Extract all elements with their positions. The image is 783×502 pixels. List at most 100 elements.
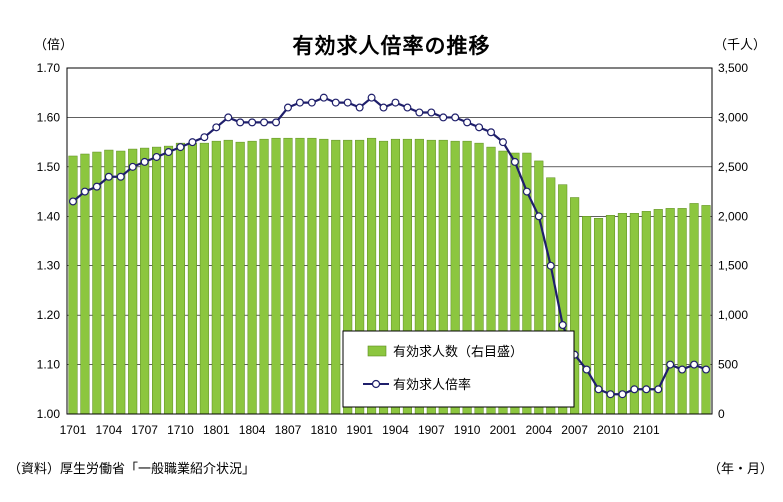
bar [223,139,233,415]
x-tick-label: 2007 [561,423,588,437]
x-tick-label: 1904 [382,423,409,437]
legend-line-label: 有効求人倍率 [393,377,471,393]
line-point [558,321,567,330]
bar [152,146,162,415]
legend-box [342,330,575,408]
bar [199,142,209,415]
line-point [272,118,281,127]
right-tick-label: 0 [718,407,725,421]
x-tick-label: 1810 [310,423,337,437]
left-tick-label: 1.60 [37,110,61,124]
line-point [690,360,699,369]
line-point [534,212,543,221]
line-point [415,108,424,117]
bar [175,142,186,415]
line-point [355,103,364,112]
bar [259,138,269,415]
line-point [379,103,388,112]
x-tick-label: 1801 [203,423,230,437]
line-point [606,390,615,399]
bar [701,205,711,415]
line-point [307,98,316,107]
left-tick-label: 1.00 [37,407,61,421]
left-tick-label: 1.70 [37,61,61,75]
line-point [451,113,460,122]
line-point [260,118,269,127]
bar [295,137,305,415]
left-tick-label: 1.30 [37,259,61,273]
left-tick-label: 1.10 [37,358,61,372]
right-tick-label: 3,500 [718,61,748,75]
bar [235,141,245,415]
x-tick-label: 1807 [275,423,302,437]
bar [163,145,174,415]
line-point [594,385,603,394]
bar [605,215,616,415]
line-point [68,197,77,206]
line-point [403,103,412,112]
right-axis-unit: （千人） [714,38,767,53]
plot-frame [66,67,713,415]
x-tick-label: 2101 [633,423,660,437]
chart-title: 有効求人倍率の推移 [292,34,491,58]
left-axis-unit: （倍） [34,38,74,53]
line-point [642,385,651,394]
legend-bar-swatch [367,345,387,357]
line-point [152,152,161,161]
line-point [510,157,519,166]
bar [629,213,639,415]
bar [211,140,221,415]
line-point [630,385,639,394]
left-tick-label: 1.40 [37,209,61,223]
line-point [367,93,376,102]
x-tick-label: 1804 [239,423,266,437]
right-tick-label: 2,000 [718,209,748,223]
bar-series [68,137,711,415]
line-point [331,98,340,107]
bar [283,137,293,415]
line-point [678,365,687,374]
x-axis-unit: （年・月） [708,462,774,477]
line-point [439,113,448,122]
bar [665,208,675,415]
bar [307,137,317,415]
right-tick-label: 2,500 [718,160,748,174]
right-axis-ticks: 3,500 3,000 2,500 2,000 1,500 1,000 500 0 [718,61,748,421]
line-point [80,187,89,196]
x-tick-label: 1701 [60,423,87,437]
bar [331,139,341,415]
bar [617,213,627,415]
x-tick-label: 1901 [346,423,373,437]
line-point [283,103,292,112]
legend-line-marker [371,379,381,389]
x-tick-label: 2010 [597,423,624,437]
line-point [319,93,328,102]
line-point [236,118,245,127]
line-point [618,390,627,399]
line-point [427,108,436,117]
line-point [200,133,209,142]
right-tick-label: 500 [718,358,738,372]
bar [116,150,126,415]
bar [128,148,138,415]
line-point [582,365,591,374]
line-point [343,98,352,107]
line-point [295,98,304,107]
line-point [128,162,137,171]
line-point [522,187,531,196]
left-tick-label: 1.50 [37,160,61,174]
legend: 有効求人数（右目盛） 有効求人倍率 [342,330,575,408]
line-point [92,182,101,191]
line-point [212,123,221,132]
x-tick-label: 1710 [167,423,194,437]
x-tick-label: 1704 [95,423,122,437]
left-axis-ticks: 1.70 1.60 1.50 1.40 1.30 1.20 1.10 1.00 [37,61,61,421]
line-point [546,261,555,270]
x-axis-ticks: 1701 1704 1707 1710 1801 1804 1807 1810 1901 1904… [60,423,660,437]
line-point [666,360,675,369]
line-point [475,123,484,132]
line-point [224,113,233,122]
bar [140,147,150,415]
bar [319,138,329,415]
x-tick-label: 1910 [454,423,481,437]
